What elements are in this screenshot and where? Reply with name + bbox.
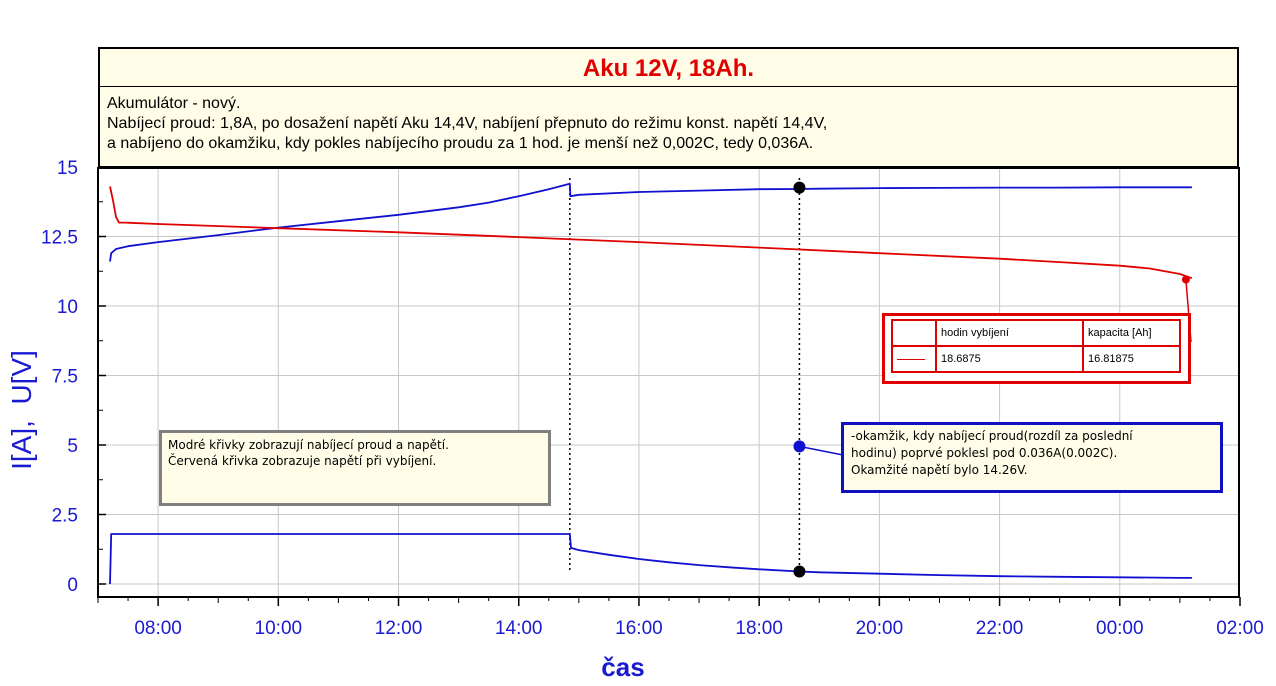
moment-note-line: -okamžik, kdy nabíjecí proud(rozdíl za p… [851, 429, 1133, 443]
y-tick-label: 10 [57, 297, 78, 318]
chart-title: Aku 12V, 18Ah. [582, 55, 755, 82]
x-tick-label: 08:00 [134, 618, 182, 639]
x-tick-label: 16:00 [615, 618, 663, 639]
title-box: Aku 12V, 18Ah. [98, 47, 1239, 88]
legend-line-icon [897, 358, 925, 360]
table-header-row: hodin vybíjení kapacita [Ah] [891, 319, 1181, 347]
description-line: Akumulátor - nový. [107, 95, 241, 112]
description-line: Nabíjecí proud: 1,8A, po dosažení napětí… [107, 115, 828, 132]
y-tick-label: 12.5 [41, 228, 78, 249]
y-tick-label: 0 [67, 575, 78, 596]
series-line-2 [109, 186, 1193, 280]
y-axis-label: I[A], U[V] [6, 350, 37, 470]
y-tick-label: 2.5 [52, 506, 78, 527]
x-tick-label: 10:00 [255, 618, 303, 639]
moment-note-line: hodinu) poprvé poklesl pod 0.036A(0.002C… [851, 446, 1118, 460]
x-axis-ticks: 08:00 10:00 12:00 14:00 16:00 18:00 20:00 22:00… [97, 597, 1264, 639]
y-axis-ticks: 0 2.5 5 7.5 10 12.5 15 [41, 158, 106, 596]
curves-note: Modré křivky zobrazují nabíjecí proud a … [159, 430, 551, 506]
table-header-capacity: kapacita [Ah] [1082, 319, 1181, 347]
table-header-empty [891, 319, 937, 347]
x-axis-label: čas [601, 652, 644, 682]
table-cell-hours: 18.6875 [935, 345, 1084, 373]
moment-callout-line [799, 445, 844, 456]
moment-note: -okamžik, kdy nabíjecí proud(rozdíl za p… [841, 422, 1223, 493]
curves-note-line: Modré křivky zobrazují nabíjecí proud a … [168, 438, 449, 452]
table-cell-capacity: 16.81875 [1082, 345, 1181, 373]
x-tick-label: 12:00 [375, 618, 423, 639]
data-marker-point [793, 565, 806, 578]
capacity-table-box: hodin vybíjení kapacita [Ah] 18.6875 16.… [882, 313, 1191, 384]
data-marker-point [793, 181, 806, 194]
x-tick-label: 14:00 [495, 618, 543, 639]
y-tick-label: 15 [57, 158, 78, 179]
x-tick-label: 20:00 [856, 618, 904, 639]
series-layer [109, 182, 1193, 585]
moment-note-line: Okamžité napětí bylo 14.26V. [851, 463, 1028, 477]
x-tick-label: 00:00 [1096, 618, 1144, 639]
description-box: Akumulátor - nový. Nabíjecí proud: 1,8A,… [98, 87, 1239, 168]
legend-swatch [891, 345, 937, 373]
y-tick-label: 7.5 [52, 367, 78, 388]
curves-note-line: Červená křivka zobrazuje napětí při vybí… [168, 454, 437, 468]
series-line-0 [109, 182, 1192, 262]
vertical-lines [569, 178, 801, 570]
x-tick-label: 02:00 [1216, 618, 1264, 639]
x-tick-label: 22:00 [976, 618, 1024, 639]
y-tick-label: 5 [67, 436, 78, 457]
description-line: a nabíjeno do okamžiku, kdy pokles nabíj… [107, 135, 814, 152]
x-tick-label: 18:00 [735, 618, 783, 639]
series-line-1 [109, 533, 1192, 585]
capacity-table: hodin vybíjení kapacita [Ah] 18.6875 16.… [891, 319, 1181, 373]
table-row: 18.6875 16.81875 [891, 345, 1181, 373]
table-header-hours: hodin vybíjení [935, 319, 1084, 347]
